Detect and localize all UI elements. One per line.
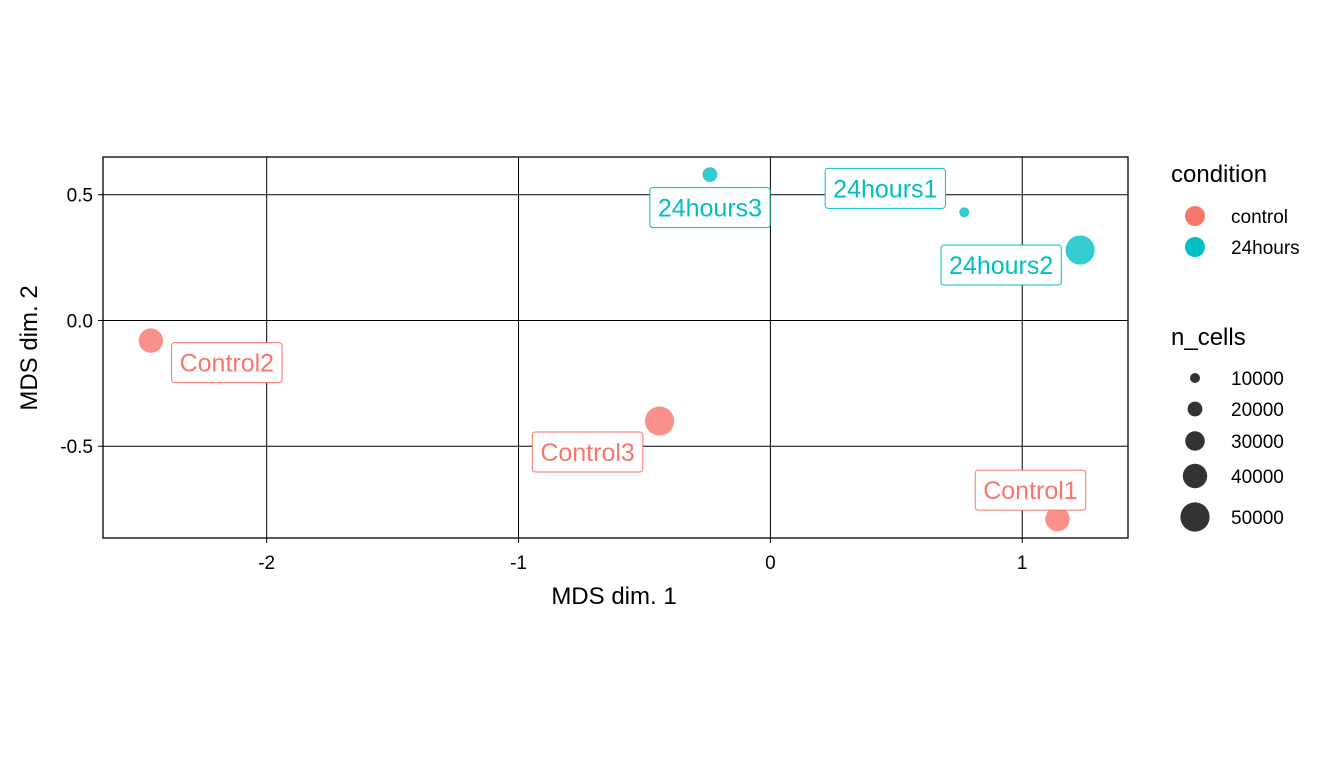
- legend-size-key: [1190, 373, 1200, 383]
- point-label-box: [649, 187, 771, 229]
- data-point-24hours2: [1065, 235, 1095, 265]
- point-label-control3: Control3: [531, 431, 644, 473]
- y-tick-label: 0.0: [67, 311, 93, 332]
- y-tick-label: 0.5: [67, 186, 93, 207]
- legend-size-label: 50000: [1231, 508, 1284, 529]
- point-label-text: 24hours2: [949, 252, 1053, 280]
- point-label-box: [974, 469, 1087, 511]
- point-labels: Control2 Control3 Control1 24hours3 24hours1…: [171, 167, 1087, 511]
- legend-key-control: [1185, 206, 1205, 226]
- x-tick-label: 1: [1017, 553, 1028, 574]
- legend-label-24hours: 24hours: [1231, 238, 1300, 259]
- legend-size-label: 10000: [1231, 369, 1284, 390]
- x-axis-ticks: -2 -1 0 1: [258, 538, 1028, 574]
- legend-key-24hours: [1185, 237, 1205, 257]
- x-tick-label: -2: [258, 553, 275, 574]
- x-tick-label: 0: [765, 553, 776, 574]
- legend-size-key: [1187, 401, 1203, 417]
- legend-size-key: [1180, 502, 1210, 532]
- panel-border: [102, 156, 1129, 539]
- point-label-24hours2: 24hours2: [940, 244, 1062, 286]
- legend-size-label: 40000: [1231, 467, 1284, 488]
- data-point-control1: [1045, 506, 1070, 532]
- legend-size-key: [1185, 431, 1205, 451]
- point-label-text: Control1: [983, 477, 1078, 505]
- legend-condition-title: condition: [1171, 161, 1267, 188]
- point-label-24hours3: 24hours3: [649, 187, 771, 229]
- legend-size-key: [1182, 463, 1208, 489]
- point-label-text: Control2: [180, 350, 275, 378]
- data-point-24hours1: [959, 207, 970, 218]
- y-axis-ticks: 0.5 0.0 -0.5: [60, 186, 103, 458]
- data-point-control2: [138, 328, 164, 353]
- legend-n-cells: n_cells 10000 20000 30000 40000 50000: [1171, 324, 1284, 532]
- point-label-control1: Control1: [974, 469, 1087, 511]
- y-axis-title: MDS dim. 2: [16, 285, 43, 410]
- point-label-control2: Control2: [171, 342, 283, 384]
- x-tick-label: -1: [510, 553, 527, 574]
- x-axis-title: MDS dim. 1: [551, 583, 676, 610]
- legend-n-cells-title: n_cells: [1171, 324, 1246, 351]
- point-label-box: [531, 431, 644, 473]
- data-points: [138, 167, 1095, 532]
- point-label-box: [824, 167, 946, 209]
- y-tick-label: -0.5: [60, 437, 93, 458]
- point-label-text: Control3: [540, 439, 635, 467]
- legend-label-control: control: [1231, 207, 1288, 228]
- point-label-text: 24hours3: [658, 195, 762, 223]
- data-point-control3: [644, 406, 675, 436]
- legend-size-label: 30000: [1231, 432, 1284, 453]
- point-label-box: [940, 244, 1062, 286]
- data-point-24hours3: [702, 167, 718, 183]
- point-label-24hours1: 24hours1: [824, 167, 946, 209]
- point-label-text: 24hours1: [833, 175, 937, 203]
- legend-size-label: 20000: [1231, 400, 1284, 421]
- point-label-box: [171, 342, 283, 384]
- legend-condition: condition control 24hours: [1171, 161, 1300, 259]
